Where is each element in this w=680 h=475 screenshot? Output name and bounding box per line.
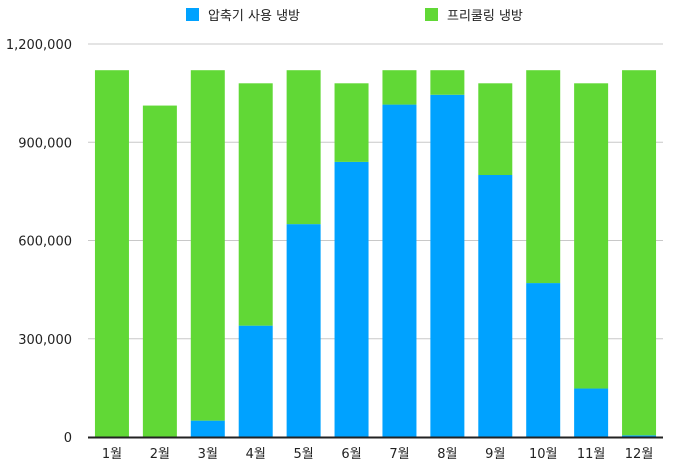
y-tick-label: 300,000	[18, 333, 72, 348]
y-tick-label: 900,000	[18, 136, 72, 151]
legend-swatch	[186, 8, 199, 21]
bar-compressor	[622, 435, 657, 437]
bar-freecooling	[94, 70, 129, 437]
y-tick-label: 0	[64, 431, 72, 446]
bar-freecooling	[478, 83, 513, 175]
y-tick-label: 1,200,000	[6, 38, 72, 53]
bar-freecooling	[574, 83, 609, 389]
bar-freecooling	[430, 70, 465, 95]
bar-freecooling	[238, 83, 273, 326]
x-tick-label: 6월	[341, 447, 361, 462]
x-tick-label: 11월	[577, 447, 606, 462]
x-tick-label: 2월	[150, 447, 170, 462]
bar-compressor	[286, 224, 321, 437]
bar-compressor	[190, 420, 225, 437]
x-tick-label: 5월	[294, 447, 314, 462]
bar-freecooling	[190, 70, 225, 421]
legend-swatch	[425, 8, 438, 21]
legend-label: 압축기 사용 냉방	[208, 9, 300, 24]
legend-label: 프리쿨링 냉방	[447, 9, 523, 24]
x-tick-label: 8월	[437, 447, 457, 462]
bar-compressor	[526, 283, 561, 437]
x-tick-label: 1월	[102, 447, 122, 462]
x-tick-label: 9월	[485, 447, 505, 462]
y-tick-label: 600,000	[18, 235, 72, 250]
bar-compressor	[382, 104, 417, 438]
bar-freecooling	[622, 70, 657, 436]
x-tick-label: 12월	[625, 447, 654, 462]
bar-compressor	[238, 325, 273, 437]
x-tick-label: 10월	[529, 447, 558, 462]
bar-freecooling	[382, 70, 417, 105]
bar-freecooling	[526, 70, 561, 284]
bar-freecooling	[142, 105, 177, 437]
x-tick-label: 7월	[389, 447, 409, 462]
bar-compressor	[478, 175, 513, 437]
x-tick-label: 3월	[198, 447, 218, 462]
bar-compressor	[574, 388, 609, 437]
bar-compressor	[430, 94, 465, 437]
x-tick-label: 4월	[246, 447, 266, 462]
bar-compressor	[334, 161, 369, 437]
bar-freecooling	[334, 83, 369, 162]
bar-freecooling	[286, 70, 321, 225]
